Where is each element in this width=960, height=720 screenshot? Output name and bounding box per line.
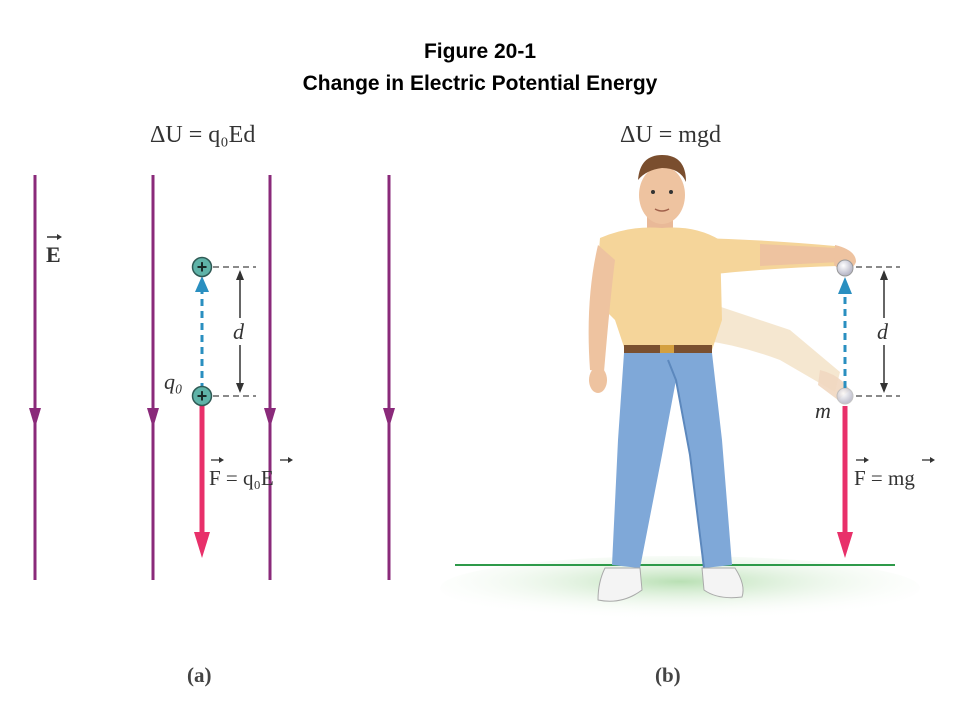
person-holding-ball-icon [588, 155, 856, 602]
caption-a: (a) [187, 663, 212, 687]
ball-icon [836, 259, 854, 277]
ball-icon [836, 387, 854, 405]
field-symbol: E [46, 242, 61, 267]
equation-b: ΔU = mgd [620, 122, 721, 148]
mass-label: m [815, 398, 831, 423]
field-arrowhead [29, 408, 41, 428]
distance-bracket-b: d [877, 270, 889, 393]
field-arrowhead [264, 408, 276, 428]
caption-b: (b) [655, 663, 681, 687]
figure-title: Change in Electric Potential Energy [302, 72, 658, 95]
charge-top: + [191, 256, 213, 278]
displacement-arrowhead-b [838, 277, 852, 294]
field-arrowhead [383, 408, 395, 428]
force-equation-a: F = q₀E [209, 466, 274, 490]
distance-label-a: d [233, 319, 245, 344]
force-label-a: F = q₀E [209, 457, 293, 490]
charge-label: q₀ [164, 369, 183, 394]
panel-a: ΔU = q₀Ed E + [29, 122, 395, 687]
force-arrowhead-b [837, 532, 853, 558]
charge-bottom: + [191, 385, 213, 407]
distance-bracket-a: d [233, 270, 245, 393]
equation-a: ΔU = q₀Ed [150, 122, 255, 148]
panel-b: ΔU = mgd [440, 122, 935, 687]
ground-shadow [440, 556, 920, 620]
force-arrowhead [194, 532, 210, 558]
field-label: E [46, 234, 62, 267]
displacement-arrowhead [195, 276, 209, 292]
charge-sign: + [197, 257, 208, 277]
field-arrowhead [147, 408, 159, 428]
force-equation-b: F = mg [854, 466, 915, 490]
distance-label-b: d [877, 319, 889, 344]
field-lines [29, 175, 395, 580]
figure-number: Figure 20-1 [423, 40, 537, 63]
charge-sign: + [197, 386, 208, 406]
force-label-b: F = mg [854, 457, 935, 490]
